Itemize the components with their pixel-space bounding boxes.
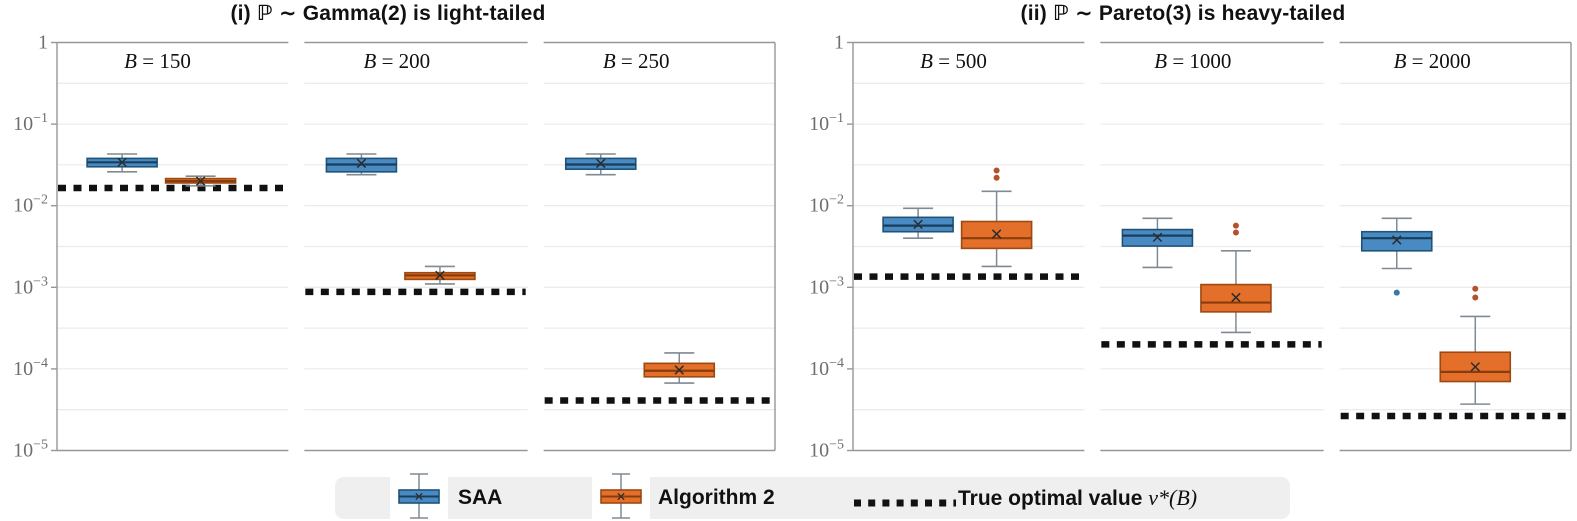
y-tick-label: 10−5 [809,438,844,462]
outlier-point [1472,285,1479,292]
figure-pareto: 1 10−1 10−2 10−3 10−4 10−5 B = 500 B = 1000 B = … [809,32,1572,462]
y-tick-label: 1 [834,32,844,54]
figure-gamma: 1 10−1 10−2 10−3 10−4 10−5 B = 150 B = 200 B = 2… [13,32,776,462]
panel-b-label: B = 500 [920,49,987,73]
legend-dotted-line-svg [854,499,956,507]
panel-b-150: B = 150 [57,41,289,452]
outlier-point [1472,294,1479,301]
saa-boxplot-glyph-icon [391,467,447,521]
legend-label-algorithm2: Algorithm 2 [658,486,775,509]
panel-b-200: B = 200 [304,41,528,452]
y-tick-label: 10−1 [809,111,844,135]
boxplot-saa-b250 [564,153,637,176]
panel-b-2000: B = 2000 [1339,41,1571,452]
legend-glyph-svg [600,473,642,519]
panel-b-label: B = 200 [364,49,431,73]
panel-b-label: B = 250 [603,49,670,73]
left-figure-title: (i) ℙ ∼ Gamma(2) is light-tailed [230,2,546,25]
mean-x-marker [596,158,606,169]
legend-label-true-optimal: True optimal value ν*(B) [958,477,1197,519]
boxplot-saa-b200 [325,153,398,176]
iqr-box [1360,230,1433,252]
mean-x-marker [195,176,206,186]
mean-x-marker [1392,235,1402,245]
y-tick-label: 1 [38,32,48,54]
boxplot-algorithm2-b150 [164,175,237,187]
panel-b-500: B = 500 [853,41,1085,452]
legend-label-true-optimal-math: ν*(B) [1148,485,1198,510]
legend-label-true-optimal-text: True optimal value [958,487,1149,510]
boxplot-algorithm2-b1000 [1200,222,1272,334]
panel-b-1000: B = 1000 [1100,41,1324,452]
dotted-line-glyph-icon [854,494,956,512]
panel-b-250: B = 250 [543,41,775,452]
mean-x-marker [435,270,445,281]
outlier-point [1232,222,1239,229]
boxplot-algorithm2-b200 [404,265,476,285]
y-tick-label: 10−4 [13,356,48,380]
mean-x-marker [1152,232,1163,243]
iqr-box [1200,283,1272,313]
outlier-point [993,167,1000,174]
algorithm2-boxplot-glyph-icon [593,467,649,521]
boxplot-algorithm2-b2000 [1439,285,1512,405]
y-tick-label: 10−1 [13,111,48,135]
boxplot-saa-b500 [882,207,954,239]
panel-b-label: B = 1000 [1154,49,1231,73]
outlier-point [1393,289,1400,296]
boxplot-saa-b2000 [1360,217,1433,296]
y-tick-label: 10−2 [13,193,48,217]
mean-x-marker [913,219,923,230]
legend: SAA Algorithm 2 True optimal value ν*(B) [335,472,1290,521]
boxplot-saa-b1000 [1121,217,1194,269]
mean-x-marker [356,158,367,169]
y-tick-label: 10−3 [809,274,844,298]
mean-x-marker [1231,292,1241,303]
mean-x-marker [117,157,127,168]
y-tick-label: 10−3 [13,274,48,298]
boxplot-algorithm2-b250 [643,352,716,384]
mean-x-marker [991,229,1002,239]
outlier-point [993,174,1000,181]
boxplot-algorithm2-b500 [960,167,1033,268]
y-tick-label: 10−4 [809,356,844,380]
mean-x-marker [674,365,684,375]
mean-x-marker [1470,362,1481,372]
panel-b-label: B = 2000 [1394,49,1471,73]
legend-label-saa: SAA [458,486,503,509]
right-figure-title: (ii) ℙ ∼ Pareto(3) is heavy-tailed [1020,2,1346,25]
outlier-point [1232,229,1239,236]
y-tick-label: 10−5 [13,438,48,462]
panel-b-label: B = 150 [124,49,191,73]
y-tick-label: 10−2 [809,193,844,217]
boxplot-saa-b150 [86,153,158,173]
legend-glyph-svg [398,473,440,519]
